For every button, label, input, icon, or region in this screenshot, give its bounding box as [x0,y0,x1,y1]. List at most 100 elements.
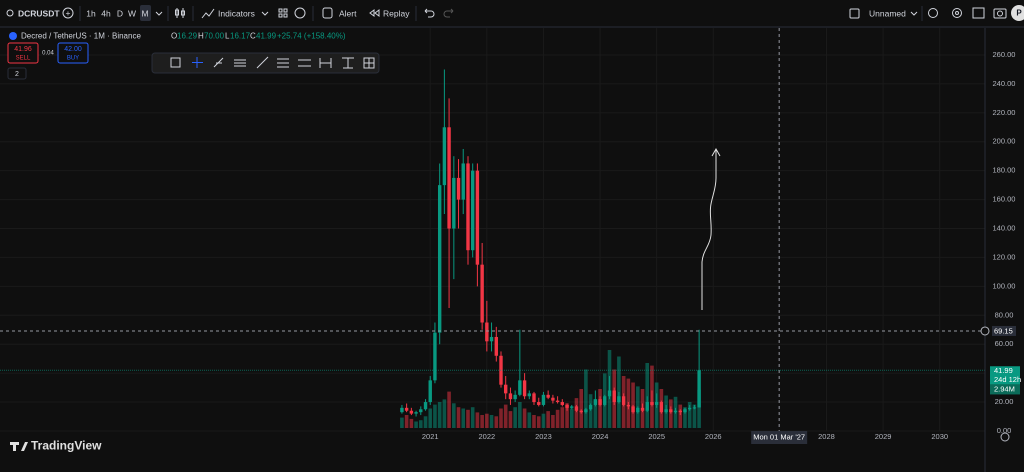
volume-bar [475,412,480,428]
candle-body [664,409,668,413]
volume-bar [692,404,697,428]
layout-checkbox[interactable] [849,8,860,19]
volume-bar [551,415,555,428]
search-icon[interactable] [6,9,14,17]
volume-bar [527,412,532,428]
volume-bar [678,404,683,428]
scale-settings[interactable] [1000,432,1010,442]
candle-body [683,409,687,413]
top-toolbar [0,0,1024,27]
crosshair-price-badge [992,325,1016,336]
x-tick-label: 2021 [422,432,439,441]
countdown-label: 24d 12h [994,375,1021,384]
compare-plus: + [66,8,71,18]
candle-body [409,410,414,414]
x-tick-label: 2023 [535,432,552,441]
volume-bar [485,413,489,428]
quick-search[interactable] [928,8,938,18]
avatar[interactable] [1011,5,1024,21]
interval-button[interactable]: 4h [101,8,111,18]
legend-close: 41.99 [256,32,277,41]
replay-button[interactable]: Replay [383,8,410,18]
candle-body [480,264,484,323]
y-tick-label: 120.00 [993,252,1016,261]
candle-body [697,370,701,408]
candle-body [678,410,682,413]
candle-body [669,409,673,413]
spread: 0.04 [42,51,54,57]
candle-body [470,170,475,251]
volume-bar [437,402,442,428]
settings[interactable] [952,8,962,18]
replay-icon[interactable] [369,9,380,17]
compare-button[interactable] [62,7,74,19]
y-tick-label: 240.00 [993,79,1016,88]
drawn-arrow[interactable] [701,147,721,310]
candle-body [527,393,531,397]
y-tick-label: 0.00 [997,426,1012,435]
crosshair-time-label: Mon 01 Mar '27 [753,432,805,441]
volume-bar [428,408,433,428]
interval-dropdown[interactable] [155,11,163,16]
volume-bar [499,408,503,428]
candle-body [555,400,560,403]
volume-bar [423,416,428,428]
layouts-icon[interactable] [278,8,283,13]
x-tick-label: 2022 [478,432,495,441]
x-tick-label: 2030 [931,432,948,441]
legend-l-label: L [225,32,230,41]
volume-bar [508,411,513,428]
volume-bar [569,408,574,428]
candle-body [423,402,428,410]
chart-type-icon[interactable] [175,9,179,16]
indicators-button[interactable]: Indicators [218,8,255,18]
volume-bar [461,408,466,428]
candle-body [640,407,645,411]
candle-body [433,332,437,381]
indicators-icon[interactable] [201,8,215,19]
undo-button[interactable] [424,8,435,18]
candle-body [532,393,536,403]
add-alert-button[interactable] [980,326,990,336]
alert-button[interactable]: Alert [339,8,357,18]
alert-icon[interactable] [322,7,333,19]
symbol[interactable]: DCRUSDT [18,8,60,18]
candle-body [570,406,574,408]
interval-button[interactable]: 1h [86,8,96,18]
drawing-tools[interactable] [170,56,375,69]
y-tick-label: 180.00 [993,166,1016,175]
snapshot[interactable] [993,8,1007,19]
buy-button[interactable] [57,42,89,64]
drawing-toolbar [151,52,380,74]
layout-name[interactable]: Unnamed [869,8,906,18]
templates-icon[interactable] [294,7,306,19]
interval-button[interactable]: M [141,8,148,18]
volume-bar [447,391,451,428]
collapse-button[interactable] [7,67,27,80]
volume-bar [683,407,687,428]
y-tick-label: 200.00 [993,137,1016,146]
legend-c-label: C [250,32,256,41]
redo-button[interactable] [443,8,454,18]
candle-body [636,407,640,413]
candle-body [428,380,432,403]
volume-bar [536,416,541,428]
candle-body [475,170,480,265]
candle-body [414,412,418,414]
volume-bar [593,399,598,428]
x-tick-label: 2024 [592,432,609,441]
volume-bar [442,399,447,428]
sell-button[interactable] [7,42,39,64]
volume-bar [456,407,461,428]
interval-button[interactable]: W [128,8,136,18]
candle-body [645,402,649,411]
candle-body [631,406,635,413]
candle-body [673,410,678,413]
candle-body [518,380,522,395]
volume-bar [404,415,409,428]
candle-body [588,404,593,410]
symbol-logo [9,32,17,40]
fullscreen[interactable] [972,7,985,19]
interval-button[interactable]: D [117,8,123,18]
